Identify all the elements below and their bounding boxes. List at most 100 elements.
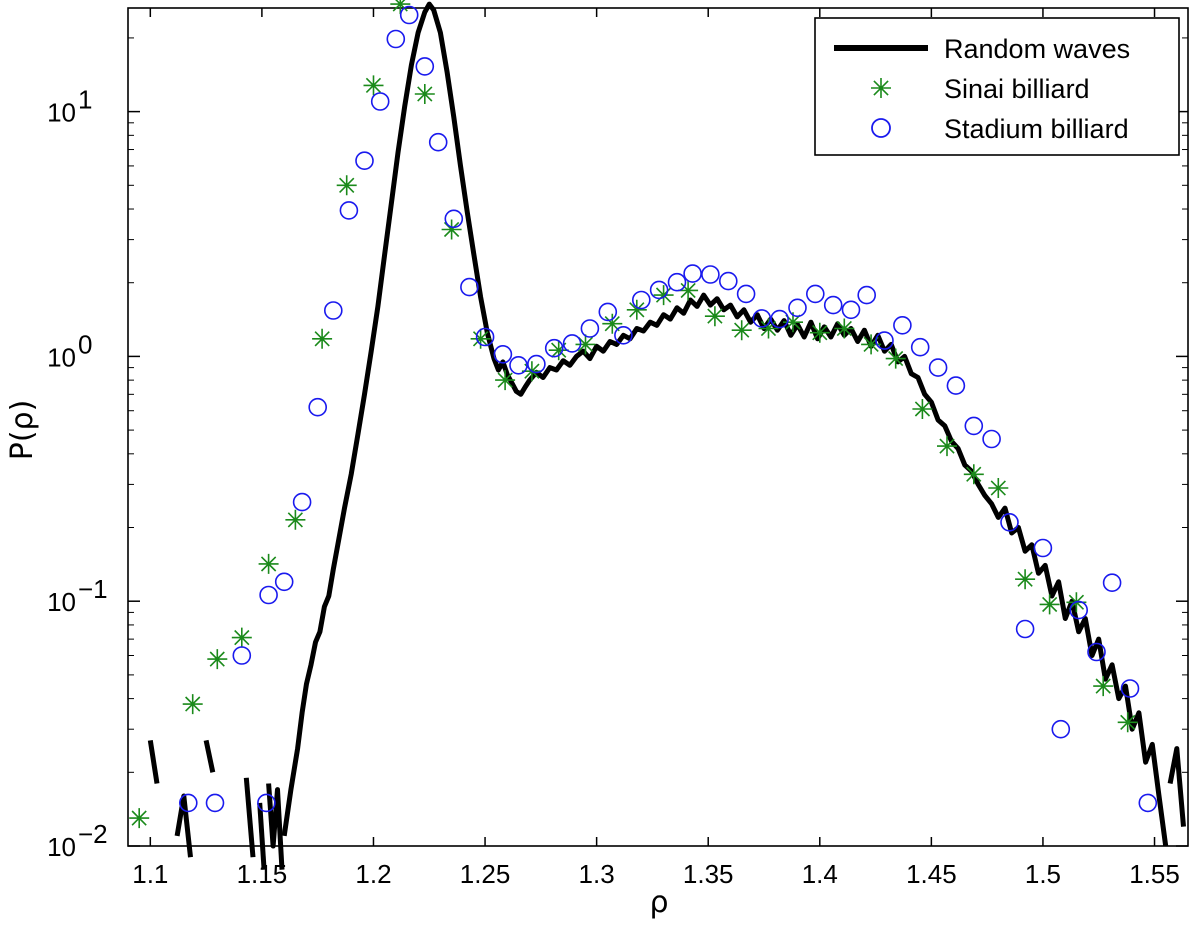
legend-label-sinai-billiard: Sinai billiard: [944, 74, 1090, 104]
sinai-billiard-point-30: [937, 436, 957, 457]
y-tick-exponent-0: −2: [78, 819, 108, 849]
y-tick-exponent-1: −1: [78, 574, 108, 604]
sinai-billiard-point-7: [336, 175, 357, 196]
stadium-billiard-point-40: [857, 285, 877, 305]
stadium-billiard-point-18: [475, 327, 495, 347]
x-tick-label-4: 1.3: [579, 859, 615, 889]
random-waves-line-segment-3: [243, 777, 256, 858]
x-tick-label-8: 1.5: [1025, 859, 1061, 889]
sinai-billiard-point-1: [182, 694, 203, 715]
stadium-billiard-point-35: [770, 309, 789, 329]
stadium-billiard-point-44: [928, 358, 948, 377]
stadium-billiard-point-54: [1102, 573, 1122, 593]
sinai-billiard-point-23: [758, 318, 779, 339]
y-tick-label-2: 10: [47, 342, 76, 372]
sinai-billiard-point-37: [1117, 712, 1138, 733]
stadium-billiard-point-38: [823, 295, 843, 315]
sinai-billiard-point-8: [363, 75, 384, 96]
sinai-billiard-point-17: [602, 313, 623, 334]
stadium-billiard-point-29: [667, 272, 687, 292]
stadium-billiard-point-46: [964, 416, 984, 436]
y-tick-exponent-2: 0: [78, 329, 92, 359]
sinai-billiard-point-34: [1039, 594, 1060, 615]
sinai-billiard-point-6: [312, 328, 333, 349]
x-tick-label-0: 1.1: [132, 859, 168, 889]
stadium-billiard-point-56: [1138, 793, 1158, 813]
sinai-billiard-point-16: [575, 334, 596, 355]
sinai-billiard-point-32: [988, 478, 1009, 498]
stadium-billiard-point-23: [562, 334, 582, 353]
stadium-billiard-point-39: [841, 300, 861, 320]
stadium-billiard-point-55: [1120, 679, 1140, 698]
y-axis-label: P(ρ): [5, 400, 40, 461]
stadium-billiard-point-42: [893, 315, 912, 335]
y-tick-label-3: 10: [47, 98, 76, 128]
y-tick-label-1: 10: [47, 587, 76, 617]
stadium-billiard-point-50: [1033, 538, 1053, 558]
x-tick-label-1: 1.15: [237, 859, 288, 889]
x-tick-label-3: 1.25: [460, 859, 511, 889]
stadium-billiard-point-48: [1000, 512, 1019, 532]
stadium-billiard-point-5: [274, 572, 294, 592]
sinai-billiard-point-3: [231, 627, 252, 648]
stadium-billiard-point-53: [1087, 642, 1106, 662]
stadium-billiard-point-24: [580, 319, 600, 338]
legend: Random waves Sinai billiard Stadium bill…: [814, 17, 1180, 156]
sinai-billiard-point-0: [129, 808, 150, 829]
sinai-billiard-point-25: [809, 322, 830, 343]
stadium-billiard-point-11: [370, 92, 390, 111]
sinai-billiard-point-18: [626, 299, 647, 320]
x-tick-label-6: 1.4: [802, 859, 838, 889]
sinai-billiard-point-12: [470, 328, 491, 349]
stadium-billiard-point-52: [1069, 600, 1088, 620]
legend-box: [814, 17, 1180, 156]
sinai-billiard-point-28: [885, 348, 906, 369]
sinai-billiard-point-33: [1015, 569, 1036, 590]
y-tick-exponent-3: 1: [78, 85, 92, 115]
sinai-billiard-point-36: [1093, 676, 1114, 697]
stadium-billiard-point-27: [631, 290, 651, 310]
random-waves-line-segment-6: [281, 1, 1169, 847]
sinai-billiard-point-20: [678, 280, 699, 301]
stadium-billiard-point-34: [752, 309, 772, 328]
random-waves-line-segment-2: [203, 739, 216, 773]
sinai-billiard-point-26: [834, 318, 855, 339]
stadium-billiard-point-49: [1015, 619, 1035, 639]
stadium-billiard-point-7: [308, 397, 328, 417]
stadium-billiard-point-32: [718, 271, 738, 291]
stadium-billiard-point-19: [493, 344, 513, 364]
stadium-billiard-point-14: [415, 57, 435, 76]
y-tick-label-0: 10: [47, 832, 76, 862]
x-tick-label-2: 1.2: [355, 859, 391, 889]
random-waves-line-segment-0: [147, 740, 160, 784]
series-random-waves: [147, 1, 1186, 870]
stadium-billiard-point-21: [527, 354, 546, 374]
sinai-billiard-point-22: [731, 320, 752, 341]
legend-star-marker: [871, 78, 891, 98]
legend-label-random-waves: Random waves: [944, 34, 1130, 64]
sinai-billiard-point-31: [963, 464, 984, 485]
sinai-billiard-point-4: [258, 553, 279, 574]
series-stadium-billiard: [179, 5, 1158, 813]
sinai-billiard-point-21: [704, 306, 725, 327]
x-tick-label-5: 1.35: [683, 859, 734, 889]
stadium-billiard-point-0: [179, 793, 198, 813]
sinai-billiard-point-11: [441, 219, 462, 240]
stadium-billiard-point-12: [386, 29, 406, 49]
stadium-billiard-point-36: [788, 298, 807, 318]
stadium-billiard-point-28: [649, 280, 669, 300]
sinai-billiard-point-24: [783, 312, 803, 333]
x-tick-label-7: 1.45: [906, 859, 957, 889]
stadium-billiard-point-8: [323, 301, 343, 320]
stadium-billiard-point-45: [946, 376, 966, 395]
random-waves-line-segment-4: [257, 802, 267, 870]
sinai-billiard-point-2: [207, 649, 228, 670]
stadium-billiard-point-22: [544, 338, 564, 358]
stadium-billiard-point-30: [683, 264, 702, 283]
sinai-billiard-point-5: [285, 509, 306, 530]
stadium-billiard-point-2: [232, 646, 252, 665]
stadium-billiard-point-4: [259, 585, 278, 605]
stadium-billiard-point-37: [805, 284, 825, 304]
